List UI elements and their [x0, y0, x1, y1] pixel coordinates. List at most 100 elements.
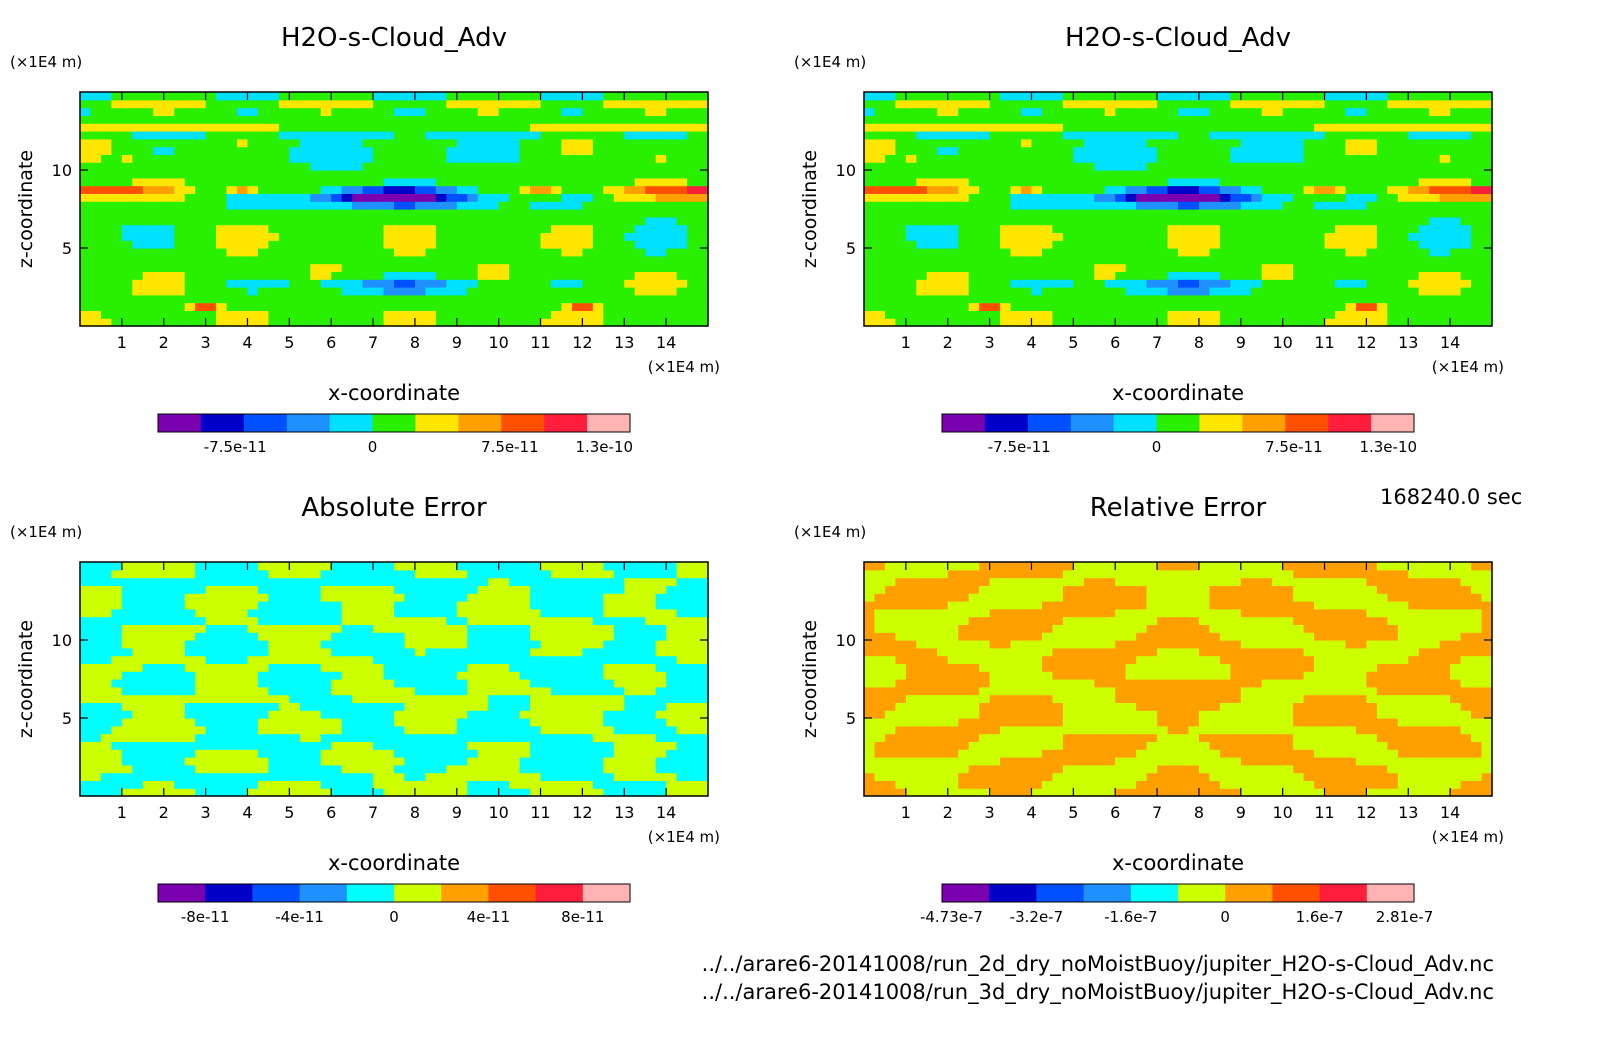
heatmap-cell: [697, 279, 709, 288]
heatmap-cell: [121, 702, 133, 711]
heatmap-cell: [90, 177, 102, 187]
heatmap-cell: [163, 616, 175, 625]
heatmap-cell: [394, 162, 406, 171]
heatmap-cell: [121, 593, 133, 602]
heatmap-cell: [446, 640, 458, 649]
heatmap-cell: [414, 294, 426, 304]
heatmap-cell: [488, 154, 500, 163]
x-axis-label: x-coordinate: [1112, 381, 1244, 405]
heatmap-cell: [352, 170, 364, 179]
heatmap-cell: [456, 764, 468, 774]
heatmap-cell: [226, 248, 238, 257]
heatmap-cell: [373, 710, 385, 719]
heatmap-cell: [100, 577, 112, 586]
heatmap-cell: [989, 92, 1001, 101]
heatmap-cell: [1324, 279, 1336, 288]
heatmap-cell: [278, 240, 290, 249]
heatmap-cell: [968, 170, 980, 179]
heatmap-cell: [1324, 216, 1336, 226]
heatmap-cell: [404, 679, 416, 688]
heatmap-cell: [1355, 310, 1367, 319]
heatmap-cell: [488, 640, 500, 649]
heatmap-cell: [456, 279, 468, 288]
heatmap-cell: [874, 209, 886, 218]
heatmap-cell: [111, 154, 123, 163]
heatmap-cell: [687, 271, 699, 280]
heatmap-cell: [592, 177, 604, 187]
heatmap-cell: [1303, 232, 1315, 241]
heatmap-cell: [655, 216, 667, 226]
heatmap-cell: [111, 655, 123, 664]
heatmap-cell: [498, 624, 510, 633]
heatmap-cell: [467, 725, 479, 735]
heatmap-cell: [1261, 216, 1273, 226]
heatmap-cell: [968, 99, 980, 109]
heatmap-cell: [1324, 294, 1336, 304]
heatmap-cell: [1041, 224, 1053, 233]
heatmap-cell: [895, 193, 907, 202]
heatmap-cell: [1219, 107, 1231, 116]
heatmap-cell: [1282, 224, 1294, 233]
heatmap-cell: [174, 577, 186, 586]
heatmap-cell: [216, 671, 228, 680]
heatmap-cell: [425, 170, 437, 179]
heatmap-cell: [331, 718, 343, 727]
heatmap-cell: [383, 240, 395, 249]
heatmap-cell: [613, 279, 625, 288]
heatmap-cell: [195, 302, 207, 311]
heatmap-cell: [90, 107, 102, 116]
heatmap-cell: [582, 294, 594, 304]
heatmap-cell: [498, 154, 510, 163]
heatmap-cell: [1073, 115, 1085, 124]
heatmap-cell: [195, 710, 207, 719]
heatmap-cell: [1041, 248, 1053, 257]
heatmap-cell: [331, 294, 343, 304]
heatmap-cell: [1376, 146, 1388, 155]
heatmap-cell: [1408, 193, 1420, 202]
heatmap-cell: [1272, 154, 1284, 163]
heatmap-cell: [153, 601, 165, 610]
heatmap-cell: [603, 232, 615, 241]
heatmap-cell: [216, 318, 228, 327]
heatmap-cell: [1073, 177, 1085, 187]
heatmap-cell: [884, 170, 896, 179]
heatmap-cell: [299, 240, 311, 249]
heatmap-cell: [1104, 185, 1116, 194]
heatmap-cell: [121, 302, 133, 311]
heatmap-cell: [1000, 224, 1012, 233]
heatmap-cell: [435, 162, 447, 171]
heatmap-cell: [613, 302, 625, 311]
heatmap-cell: [268, 788, 280, 797]
heatmap-cell: [80, 757, 92, 766]
heatmap-cell: [1366, 115, 1378, 124]
heatmap-cell: [1303, 224, 1315, 233]
heatmap-cell: [947, 99, 959, 109]
heatmap-cell: [467, 131, 479, 140]
heatmap-cell: [299, 177, 311, 187]
heatmap-cell: [184, 263, 196, 272]
heatmap-cell: [100, 248, 112, 257]
heatmap-cell: [926, 279, 938, 288]
heatmap-cell: [1062, 271, 1074, 280]
heatmap-cell: [1460, 248, 1472, 257]
heatmap-cell: [446, 162, 458, 171]
heatmap-cell: [446, 177, 458, 187]
heatmap-cell: [488, 718, 500, 727]
heatmap-cell: [142, 655, 154, 664]
heatmap-cell: [1073, 193, 1085, 202]
heatmap-cell: [80, 162, 92, 171]
heatmap-cell: [268, 263, 280, 272]
heatmap-cell: [278, 185, 290, 194]
heatmap-cell: [435, 185, 447, 194]
heatmap-cell: [153, 224, 165, 233]
heatmap-cell: [226, 624, 238, 633]
heatmap-cell: [1272, 302, 1284, 311]
heatmap-cell: [1219, 224, 1231, 233]
heatmap-cell: [1450, 146, 1462, 155]
heatmap-cell: [676, 154, 688, 163]
heatmap-cell: [1104, 99, 1116, 109]
heatmap-cell: [1219, 294, 1231, 304]
heatmap-cell: [916, 201, 928, 210]
heatmap-cell: [467, 154, 479, 163]
heatmap-cell: [561, 193, 573, 202]
